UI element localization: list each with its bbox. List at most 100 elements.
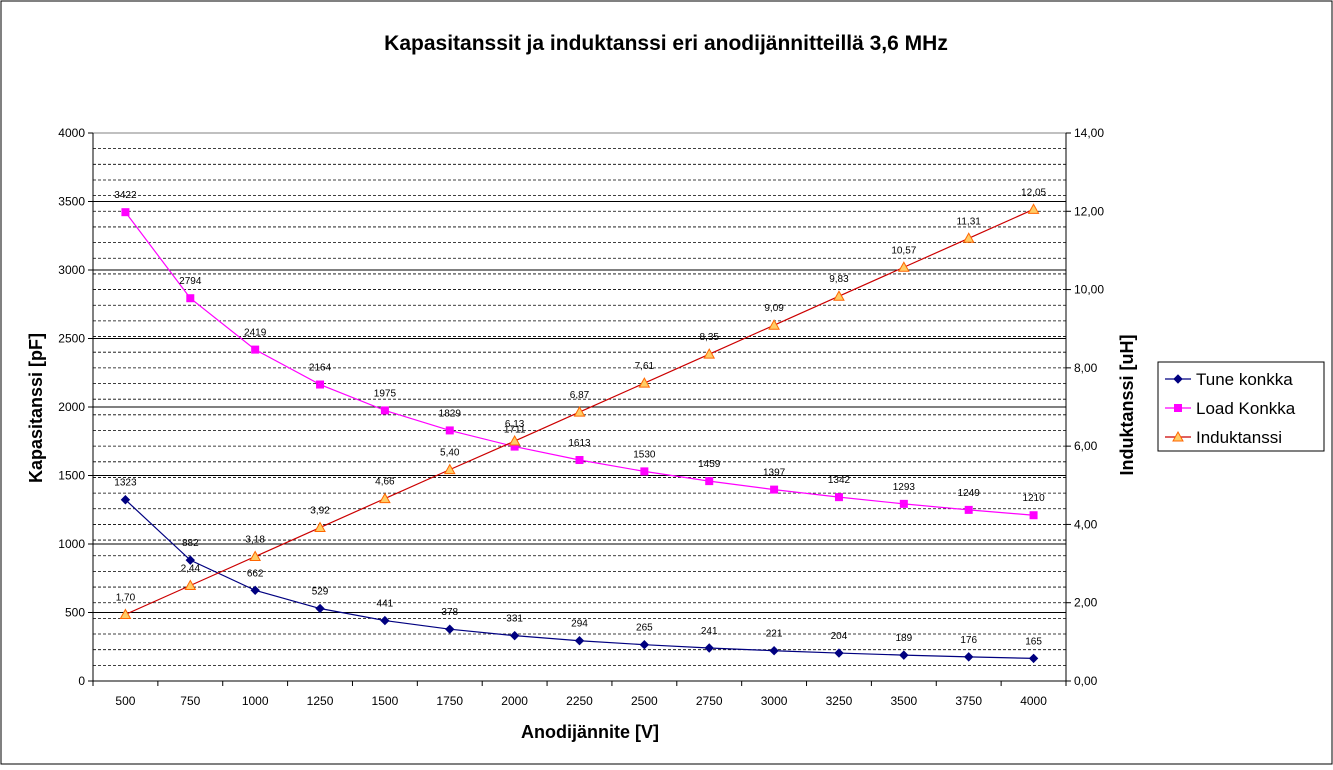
series-layer bbox=[119, 203, 1040, 664]
data-label-tune-konkka: 189 bbox=[895, 633, 912, 644]
data-point-tune-konkka bbox=[380, 615, 390, 626]
axes: 0 500 1000 1500 2000 2500 3000 3500 4000 0,00 2,00… bbox=[58, 126, 1104, 708]
data-point-induktanssi bbox=[962, 232, 975, 243]
x-tick-label: 2750 bbox=[696, 694, 723, 708]
data-point-tune-konkka bbox=[315, 603, 325, 614]
data-point-load-konkka bbox=[705, 477, 714, 486]
x-tick-label: 3250 bbox=[826, 694, 853, 708]
data-point-induktanssi bbox=[768, 319, 780, 330]
y2-tick-label: 6,00 bbox=[1074, 439, 1098, 453]
x-tick-label: 750 bbox=[180, 694, 200, 708]
legend-box bbox=[1157, 361, 1325, 452]
data-label-load-konkka: 1711 bbox=[504, 425, 526, 436]
legend-marker-tune-konkka bbox=[1173, 374, 1183, 384]
data-label-load-konkka: 1613 bbox=[568, 438, 591, 449]
x-tick-label: 2250 bbox=[566, 694, 593, 708]
data-point-induktanssi bbox=[573, 406, 586, 417]
y-axis-title: Kapasitanssi [pF] bbox=[26, 333, 46, 483]
data-label-induktanssi: 5,40 bbox=[440, 448, 460, 459]
data-point-load-konkka bbox=[445, 426, 454, 435]
data-label-load-konkka: 1459 bbox=[698, 459, 721, 470]
y-tick-label: 1500 bbox=[58, 469, 85, 483]
data-point-tune-konkka bbox=[963, 652, 974, 662]
x-tick-label: 1250 bbox=[307, 694, 334, 708]
data-label-tune-konkka: 265 bbox=[636, 623, 653, 634]
y2-tick-label: 8,00 bbox=[1074, 361, 1098, 375]
x-tick-label: 2000 bbox=[501, 694, 528, 708]
data-label-tune-konkka: 441 bbox=[377, 599, 394, 610]
data-label-induktanssi: 4,66 bbox=[375, 477, 395, 488]
y-tick-label: 2000 bbox=[58, 400, 85, 414]
x-tick-label: 3000 bbox=[761, 694, 788, 708]
data-labels: 1323 882 662 529 441 378 331 294 265 241 221 204 189… bbox=[114, 187, 1046, 647]
data-label-induktanssi: 3,18 bbox=[245, 535, 265, 546]
data-point-load-konkka bbox=[964, 505, 973, 514]
data-point-induktanssi bbox=[508, 435, 521, 446]
data-label-tune-konkka: 241 bbox=[701, 626, 718, 637]
data-label-load-konkka: 1530 bbox=[633, 449, 656, 460]
data-point-induktanssi bbox=[379, 492, 391, 504]
data-label-load-konkka: 1829 bbox=[439, 408, 462, 419]
data-label-load-konkka: 1397 bbox=[763, 468, 786, 479]
data-label-induktanssi: 9,83 bbox=[829, 274, 849, 285]
data-label-induktanssi: 2,44 bbox=[181, 563, 201, 574]
data-label-load-konkka: 2164 bbox=[309, 363, 332, 374]
x-tick-label: 1000 bbox=[242, 694, 269, 708]
data-point-tune-konkka bbox=[834, 648, 844, 658]
data-point-load-konkka bbox=[834, 493, 843, 502]
data-point-tune-konkka bbox=[120, 495, 131, 505]
chart-title: Kapasitanssit ja induktanssi eri anodijä… bbox=[384, 32, 948, 55]
y2-axis-title: Induktanssi [uH] bbox=[1117, 334, 1137, 475]
x-axis-title: Anodijännite [V] bbox=[521, 722, 659, 742]
data-point-load-konkka bbox=[575, 456, 584, 465]
data-label-load-konkka: 1210 bbox=[1022, 493, 1045, 504]
x-tick-label: 4000 bbox=[1020, 694, 1047, 708]
y-tick-label: 3000 bbox=[58, 263, 85, 277]
legend-marker-induktanssi bbox=[1172, 430, 1184, 442]
data-label-tune-konkka: 165 bbox=[1025, 636, 1042, 647]
data-label-load-konkka: 1975 bbox=[374, 388, 397, 399]
y-tick-label: 0 bbox=[78, 674, 85, 688]
data-label-load-konkka: 3422 bbox=[114, 190, 137, 201]
y2-tick-label: 2,00 bbox=[1074, 596, 1098, 610]
data-label-load-konkka: 1249 bbox=[958, 488, 981, 499]
y-tick-label: 1000 bbox=[58, 537, 85, 551]
data-point-load-konkka bbox=[251, 345, 260, 354]
data-point-load-konkka bbox=[186, 294, 195, 303]
y-tick-label: 4000 bbox=[58, 126, 85, 140]
legend-label-load-konkka: Load Konkka bbox=[1196, 399, 1296, 418]
x-tick-label: 1500 bbox=[372, 694, 399, 708]
data-label-induktanssi: 3,92 bbox=[310, 506, 330, 517]
data-point-induktanssi bbox=[443, 463, 456, 475]
data-label-tune-konkka: 176 bbox=[960, 635, 977, 646]
data-point-tune-konkka bbox=[185, 555, 196, 565]
data-point-tune-konkka bbox=[445, 624, 455, 634]
data-point-tune-konkka bbox=[250, 585, 260, 596]
data-label-tune-konkka: 378 bbox=[441, 607, 458, 618]
data-point-induktanssi bbox=[897, 261, 910, 272]
legend-label-induktanssi: Induktanssi bbox=[1196, 428, 1282, 447]
data-point-load-konkka bbox=[640, 467, 649, 476]
data-point-induktanssi bbox=[638, 377, 651, 388]
data-point-induktanssi bbox=[703, 348, 716, 359]
y-tick-label: 2500 bbox=[58, 332, 85, 346]
data-point-induktanssi bbox=[833, 290, 845, 301]
data-label-induktanssi: 8,35 bbox=[699, 332, 719, 343]
data-point-tune-konkka bbox=[704, 643, 714, 653]
data-point-load-konkka bbox=[380, 406, 389, 415]
data-label-load-konkka: 1342 bbox=[828, 475, 851, 486]
y-tick-label: 3500 bbox=[58, 195, 85, 209]
data-label-induktanssi: 11,31 bbox=[957, 216, 982, 227]
data-label-induktanssi: 10,57 bbox=[891, 245, 916, 256]
data-label-induktanssi: 6,13 bbox=[505, 419, 525, 430]
data-label-induktanssi: 1,70 bbox=[116, 592, 136, 603]
legend-marker-load-konkka bbox=[1174, 404, 1182, 412]
data-label-tune-konkka: 882 bbox=[182, 538, 199, 549]
data-label-load-konkka: 2794 bbox=[179, 276, 202, 287]
data-label-load-konkka: 2419 bbox=[244, 328, 267, 339]
data-point-load-konkka bbox=[121, 208, 130, 217]
data-label-tune-konkka: 1323 bbox=[114, 478, 137, 489]
x-tick-label: 1750 bbox=[436, 694, 463, 708]
